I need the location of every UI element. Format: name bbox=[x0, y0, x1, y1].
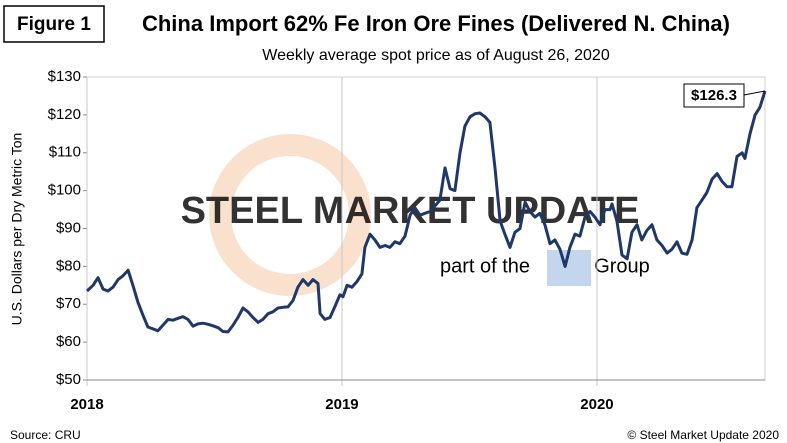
x-tick-label: 2018 bbox=[70, 396, 103, 413]
y-tick-label: $90 bbox=[56, 219, 81, 236]
watermark-group: Group bbox=[594, 255, 650, 277]
y-tick-label: $130 bbox=[48, 68, 81, 85]
figure-box bbox=[3, 5, 105, 43]
y-tick-label: $110 bbox=[49, 144, 81, 161]
annotation: $126.3 bbox=[691, 87, 737, 104]
y-tick-label: $70 bbox=[56, 295, 81, 312]
watermark-brand: STEEL MARKET UPDATE bbox=[181, 190, 640, 232]
y-tick-label: $60 bbox=[56, 333, 81, 350]
chart-title: China Import 62% Fe Iron Ore Fines (Deli… bbox=[142, 11, 730, 36]
annotation-box bbox=[683, 83, 745, 108]
x-tick-label: 2019 bbox=[325, 396, 358, 413]
annotation-leader bbox=[743, 90, 766, 96]
x-tick-label: 2020 bbox=[580, 396, 613, 413]
watermark-logo bbox=[209, 134, 371, 296]
y-axis-label: U.S. Dollars per Dry Metric Ton bbox=[9, 133, 25, 326]
source: Source: CRU bbox=[10, 428, 81, 442]
y-tick-label: $50 bbox=[56, 371, 81, 388]
figure-label: Figure 1 bbox=[17, 14, 91, 35]
y-tick-label: $80 bbox=[56, 257, 81, 274]
y-tick-label: $120 bbox=[48, 106, 81, 123]
copyright: © Steel Market Update 2020 bbox=[627, 428, 779, 442]
watermark-part: part of the bbox=[440, 255, 530, 277]
price-line bbox=[85, 90, 767, 334]
chart-subtitle: Weekly average spot price as of August 2… bbox=[262, 47, 610, 64]
y-tick-label: $100 bbox=[48, 182, 81, 199]
